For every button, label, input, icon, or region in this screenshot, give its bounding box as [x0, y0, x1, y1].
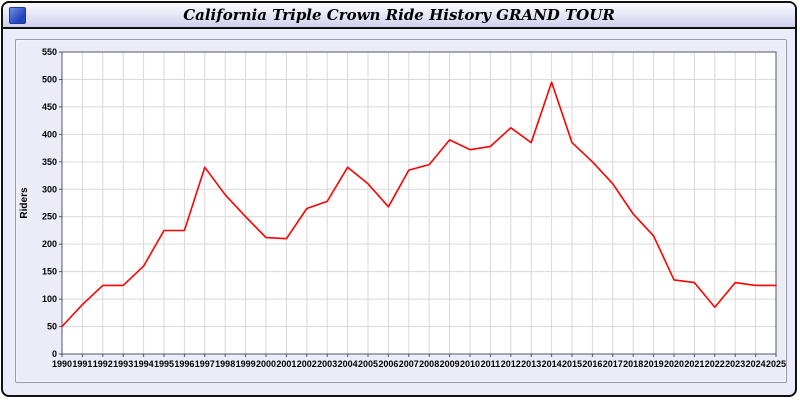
svg-text:2023: 2023: [725, 359, 745, 369]
svg-text:2010: 2010: [460, 359, 480, 369]
svg-text:2024: 2024: [746, 359, 766, 369]
svg-text:2021: 2021: [684, 359, 704, 369]
svg-text:300: 300: [42, 184, 57, 194]
svg-text:1990: 1990: [52, 359, 72, 369]
svg-text:2007: 2007: [399, 359, 419, 369]
svg-text:2003: 2003: [317, 359, 337, 369]
svg-text:1994: 1994: [134, 359, 154, 369]
svg-text:2002: 2002: [297, 359, 317, 369]
svg-text:2020: 2020: [664, 359, 684, 369]
svg-text:2025: 2025: [766, 359, 786, 369]
svg-text:1995: 1995: [154, 359, 174, 369]
svg-text:400: 400: [42, 129, 57, 139]
svg-text:2017: 2017: [603, 359, 623, 369]
svg-text:50: 50: [47, 322, 57, 332]
svg-text:550: 550: [42, 47, 57, 57]
svg-text:150: 150: [42, 267, 57, 277]
svg-text:250: 250: [42, 212, 57, 222]
svg-text:1996: 1996: [174, 359, 194, 369]
svg-text:2016: 2016: [582, 359, 602, 369]
svg-text:2005: 2005: [358, 359, 378, 369]
svg-text:2006: 2006: [378, 359, 398, 369]
svg-text:1993: 1993: [113, 359, 133, 369]
svg-text:2022: 2022: [705, 359, 725, 369]
svg-text:2014: 2014: [542, 359, 562, 369]
svg-text:1992: 1992: [93, 359, 113, 369]
svg-text:2012: 2012: [501, 359, 521, 369]
svg-text:200: 200: [42, 239, 57, 249]
svg-text:0: 0: [52, 349, 57, 359]
svg-text:1999: 1999: [236, 359, 256, 369]
page-title: California Triple Crown Ride History GRA…: [183, 6, 615, 24]
svg-text:2013: 2013: [521, 359, 541, 369]
svg-text:2008: 2008: [419, 359, 439, 369]
svg-text:1997: 1997: [195, 359, 215, 369]
svg-text:2011: 2011: [481, 359, 501, 369]
svg-text:2009: 2009: [440, 359, 460, 369]
svg-text:2018: 2018: [623, 359, 643, 369]
title-bar: California Triple Crown Ride History GRA…: [3, 3, 795, 29]
svg-text:100: 100: [42, 294, 57, 304]
svg-text:2015: 2015: [562, 359, 582, 369]
svg-text:500: 500: [42, 74, 57, 84]
svg-text:2000: 2000: [256, 359, 276, 369]
svg-text:1998: 1998: [215, 359, 235, 369]
app-icon: [9, 6, 26, 24]
svg-text:2019: 2019: [644, 359, 664, 369]
svg-text:Riders: Riders: [19, 187, 30, 219]
svg-text:450: 450: [42, 102, 57, 112]
svg-text:350: 350: [42, 157, 57, 167]
svg-text:2001: 2001: [276, 359, 296, 369]
svg-text:1991: 1991: [72, 359, 92, 369]
chart-panel: 0 50 100 150 200 250 300 350 400 450 500 550 1990 199…: [15, 39, 787, 383]
svg-text:2004: 2004: [338, 359, 358, 369]
